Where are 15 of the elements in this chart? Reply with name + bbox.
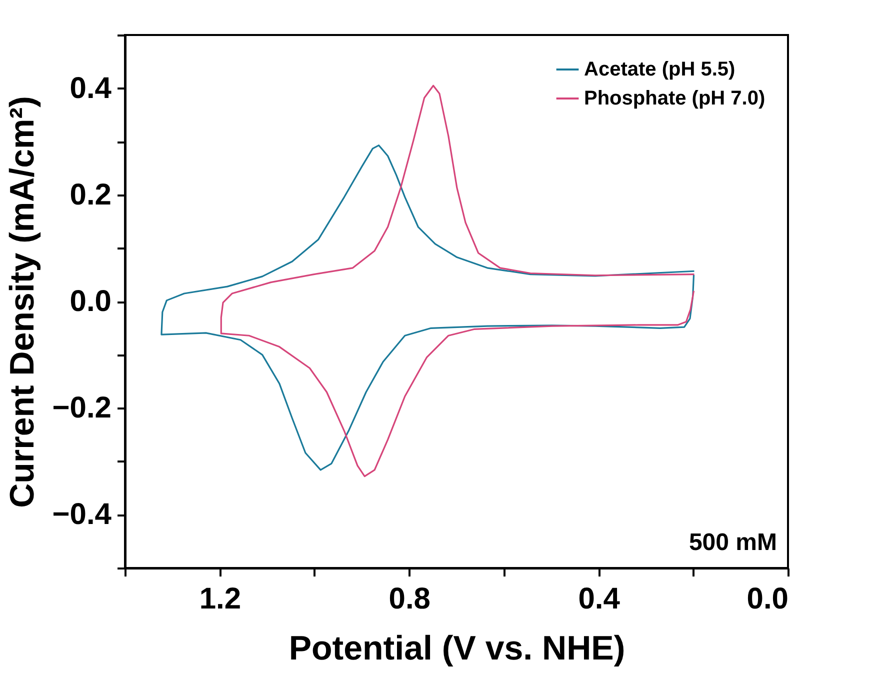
x-tick-label: 0.8	[388, 582, 430, 616]
y-tick-label: 0.2	[70, 178, 112, 212]
x-tick-label: 0.4	[578, 582, 620, 616]
x-axis-title: Potential (V vs. NHE)	[288, 630, 626, 668]
legend-label: Phosphate (pH 7.0)	[584, 88, 766, 110]
annotation: 500 mM	[688, 529, 777, 556]
y-tick-label: 0.4	[70, 72, 112, 105]
y-axis-title: Current Density (mA/cm²)	[3, 96, 42, 508]
line-series	[160, 144, 696, 471]
x-tick-label: 1.2	[199, 582, 242, 616]
y-tick-label: −0.2	[52, 392, 112, 425]
y-tick-label: −0.4	[52, 498, 112, 532]
legend-label: Acetate (pH 5.5)	[584, 58, 736, 80]
x-tick-label: 0.0	[746, 582, 788, 616]
y-tick-label: 0.0	[70, 285, 112, 318]
